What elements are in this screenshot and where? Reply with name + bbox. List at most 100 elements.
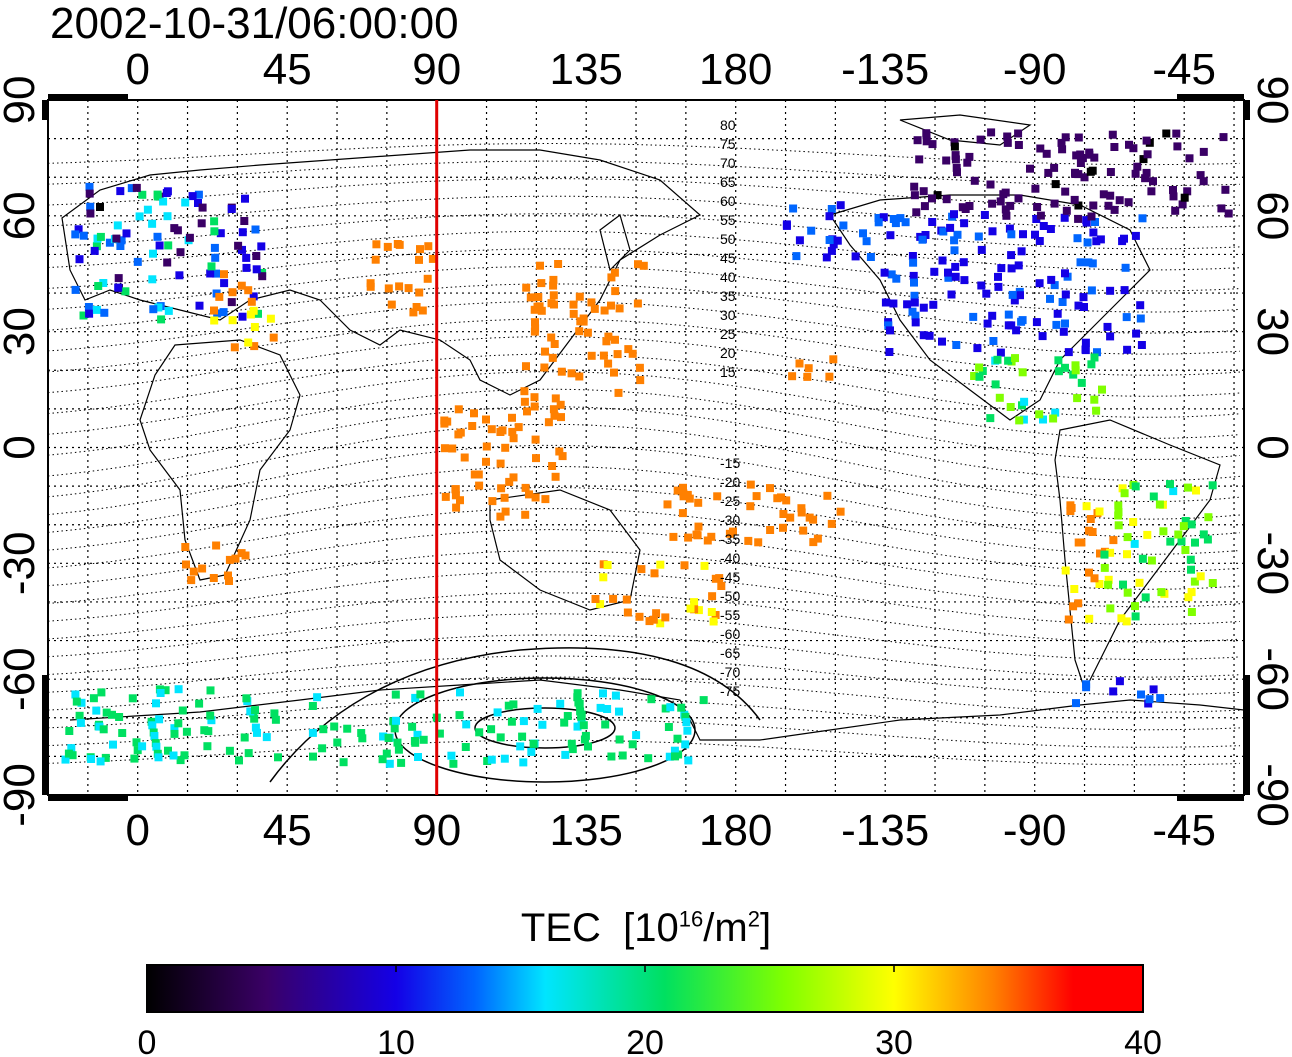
tec-cell: [709, 617, 718, 626]
tec-cell: [1054, 367, 1063, 376]
tec-cell: [953, 168, 961, 177]
tec-cell: [989, 337, 998, 345]
tec-cell: [550, 300, 558, 309]
tec-cell: [567, 369, 576, 378]
tec-cell: [1145, 695, 1154, 704]
bottom-lon-tick: 180: [699, 806, 772, 855]
tec-cell: [987, 128, 996, 137]
tec-cell: [942, 156, 951, 165]
tec-cell: [782, 221, 791, 230]
tec-cell: [680, 561, 689, 570]
tec-cell: [859, 229, 867, 238]
tec-cell: [84, 303, 93, 311]
top-lon-tick: 135: [549, 45, 622, 94]
tec-cell: [413, 730, 422, 739]
tec-cell: [1007, 230, 1016, 239]
tec-cell: [947, 290, 956, 299]
contour-label: -40: [720, 550, 740, 566]
tec-cell: [590, 304, 599, 313]
tec-cell: [470, 409, 478, 418]
tec-cell: [1017, 317, 1026, 326]
tec-cell: [550, 411, 559, 420]
tec-cell: [483, 757, 492, 765]
tec-cell: [456, 428, 465, 437]
tec-cell: [1008, 290, 1017, 299]
tec-cell: [176, 756, 185, 765]
tec-cell: [752, 492, 761, 501]
tec-cell: [681, 712, 690, 721]
tec-cell: [558, 452, 567, 461]
tec-cell: [210, 227, 219, 236]
tec-cell: [673, 734, 682, 743]
tec-cell: [977, 245, 986, 254]
tec-cell: [435, 729, 444, 738]
coastline: [1054, 419, 1221, 692]
tec-cell: [1049, 414, 1058, 423]
tec-cell: [74, 225, 83, 234]
tec-cell: [244, 338, 253, 347]
tec-cell: [963, 158, 972, 167]
tec-cell: [1060, 213, 1069, 222]
tec-cell: [393, 240, 402, 248]
tec-cell: [575, 372, 584, 381]
tec-cell: [797, 508, 806, 517]
tec-cell: [504, 701, 513, 710]
tec-cell: [928, 194, 936, 203]
tec-cell: [112, 234, 121, 243]
tec-cell: [1224, 209, 1233, 218]
tec-cell: [95, 722, 104, 731]
contour-label: -30: [720, 512, 740, 528]
tec-cell: [521, 510, 530, 519]
tec-cell: [455, 711, 464, 720]
tec-cell: [1172, 129, 1181, 138]
tec-cell: [1071, 366, 1080, 375]
tec-cell: [1119, 580, 1127, 589]
tec-cell: [227, 205, 236, 213]
tec-cell: [1017, 247, 1026, 256]
tec-cell: [1106, 548, 1115, 557]
left-lat-tick: 90: [0, 76, 44, 125]
tec-cell: [1076, 159, 1085, 167]
tec-cell: [525, 490, 533, 499]
tec-cell: [639, 261, 648, 270]
tec-cell: [1118, 484, 1127, 493]
tec-cell: [874, 218, 883, 227]
tec-cell: [308, 728, 317, 737]
tec-cell: [1149, 177, 1157, 186]
tec-cell: [225, 746, 234, 755]
tec-cell: [242, 263, 251, 272]
tec-cell: [1073, 234, 1082, 243]
tec-cell: [1083, 238, 1092, 247]
tec-cell: [587, 298, 596, 307]
contour-label: -60: [720, 626, 740, 642]
tec-cell: [415, 255, 423, 264]
tec-cell: [1191, 538, 1199, 547]
tec-cell: [408, 722, 417, 731]
colorbar-tick-label: 30: [875, 1024, 913, 1057]
tec-cell: [1050, 281, 1059, 290]
tec-cell: [804, 364, 813, 373]
tec-cell: [1100, 550, 1109, 559]
coastline: [69, 679, 1244, 741]
tec-cell: [549, 405, 558, 414]
tec-cell: [128, 694, 137, 703]
tec-cell: [1114, 521, 1123, 530]
tec-cell: [795, 359, 804, 368]
tec-cell: [754, 538, 763, 547]
tec-cell: [308, 702, 317, 710]
tec-cell: [538, 720, 547, 729]
tec-cell: [1079, 293, 1088, 302]
contour-line: [48, 444, 1241, 520]
tec-cell: [1115, 196, 1124, 205]
tec-cell: [1072, 151, 1081, 160]
tec-cell: [822, 253, 831, 262]
tec-cell: [961, 205, 970, 213]
tec-cell: [164, 746, 172, 755]
left-lat-tick: 0: [0, 435, 44, 459]
tec-cell: [194, 199, 202, 207]
tec-cell: [210, 316, 219, 325]
right-lat-tick: 60: [1248, 191, 1292, 240]
tec-cell: [1131, 612, 1140, 621]
tec-cell: [228, 288, 237, 297]
tec-cell: [1090, 353, 1099, 362]
